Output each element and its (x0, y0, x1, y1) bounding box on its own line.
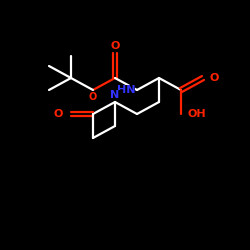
Text: O: O (89, 92, 97, 102)
Text: O: O (54, 109, 63, 119)
Text: O: O (209, 73, 218, 83)
Text: HN: HN (116, 85, 135, 95)
Text: O: O (110, 41, 120, 51)
Text: N: N (110, 90, 120, 100)
Text: OH: OH (187, 109, 206, 119)
